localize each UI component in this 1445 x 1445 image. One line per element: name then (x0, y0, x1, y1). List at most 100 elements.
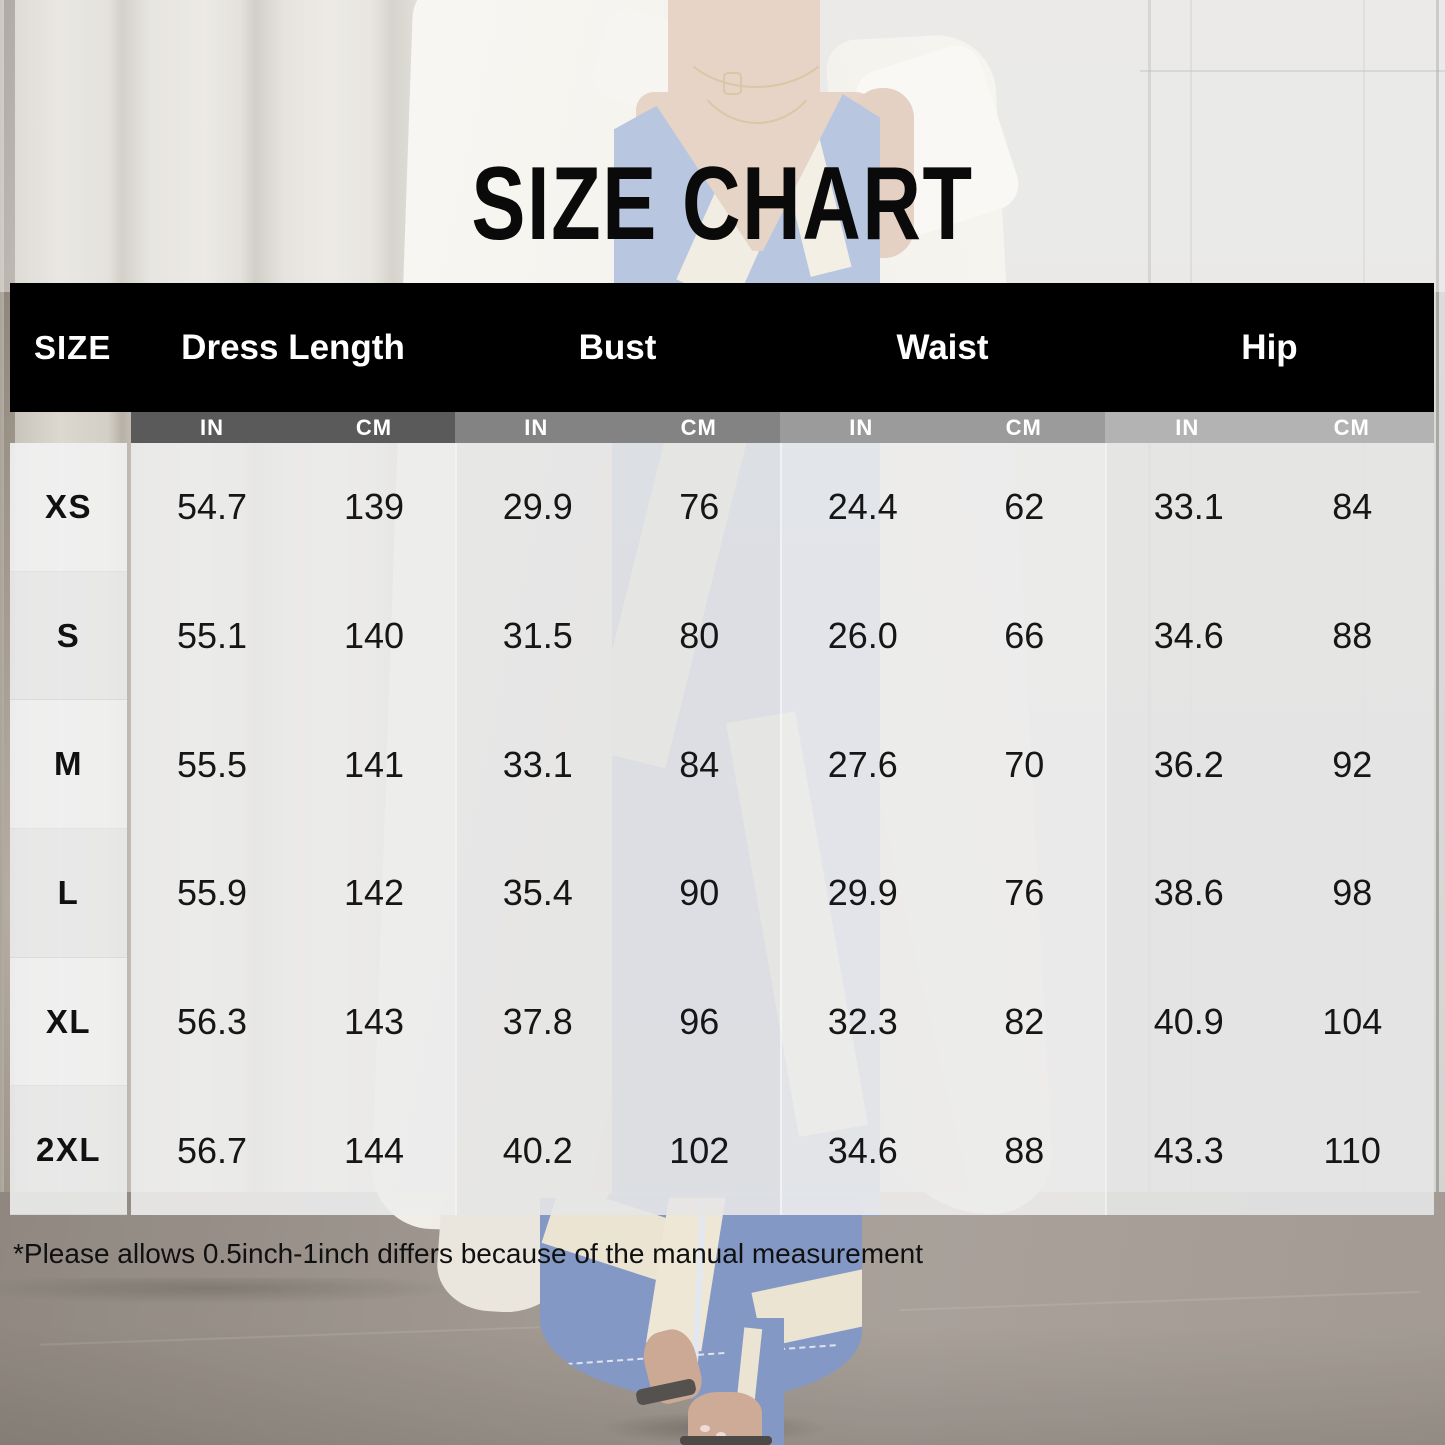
value-cell-in: 33.1 (1153, 486, 1224, 528)
value-cell-cm: 144 (343, 1129, 405, 1171)
curtain-fold-shadow (4, 0, 15, 1290)
unit-cm-label: CM (1333, 415, 1370, 440)
unit-cm-label: CM (355, 415, 393, 440)
bust-cells: 31.5 80 (455, 571, 780, 701)
value-cell-in: 55.5 (176, 743, 248, 785)
page-title: SIZE CHART (471, 146, 974, 262)
size-table: SIZE Dress Length Bust Waist Hip IN CM I… (10, 283, 1434, 1216)
dress-length-cells: 55.5 141 (131, 700, 455, 830)
value-cell-cm: 102 (669, 1129, 730, 1171)
value-cell-cm: 84 (1332, 486, 1373, 528)
value-cell-in: 26.0 (827, 615, 898, 656)
value-cell-cm: 90 (679, 872, 720, 914)
table-row: 2XL 56.7 144 40.2 102 34.6 88 43.3 110 (10, 1086, 1434, 1216)
value-cell-cm: 141 (343, 743, 405, 785)
hip-cells: 33.1 84 (1105, 443, 1434, 572)
table-body: XS 54.7 139 29.9 76 24.4 62 33.1 84 S 55… (10, 443, 1434, 1216)
value-cell-cm: 70 (1004, 743, 1045, 785)
table-header-bar: SIZE Dress Length Bust Waist Hip (10, 283, 1434, 412)
value-cell-in: 33.1 (502, 743, 573, 785)
value-cell-in: 54.7 (176, 486, 248, 528)
table-row: S 55.1 140 31.5 80 26.0 66 34.6 88 (10, 571, 1434, 701)
value-cell-in: 56.7 (176, 1129, 248, 1171)
value-cell-in: 29.9 (827, 872, 898, 914)
units-hip: IN CM (1105, 412, 1434, 443)
toenail (716, 1432, 726, 1439)
hip-cells: 43.3 110 (1105, 1086, 1434, 1216)
value-cell-in: 38.6 (1153, 872, 1224, 914)
unit-in-label: IN (200, 415, 224, 440)
table-row: L 55.9 142 35.4 90 29.9 76 38.6 98 (10, 829, 1434, 958)
wall-panel-line (1436, 0, 1439, 1200)
value-cell-cm: 143 (343, 1001, 405, 1043)
bust-cells: 33.1 84 (455, 700, 780, 830)
units-bust: IN CM (455, 412, 780, 443)
value-cell-in: 56.3 (176, 1001, 248, 1043)
necklace-chain (684, 0, 830, 124)
waist-cells: 32.3 82 (780, 957, 1105, 1087)
value-cell-in: 40.2 (502, 1129, 573, 1171)
value-cell-in: 36.2 (1153, 743, 1224, 785)
unit-in-label: IN (1175, 415, 1200, 440)
value-cell-cm: 88 (1332, 615, 1373, 656)
waist-cells: 27.6 70 (780, 700, 1105, 830)
unit-cm-label: CM (1005, 415, 1042, 440)
waist-cells: 26.0 66 (780, 571, 1105, 701)
value-cell-cm: 80 (679, 615, 720, 656)
size-cell: 2XL (10, 1086, 127, 1216)
dress-skirt-hem (540, 1198, 862, 1400)
value-cell-cm: 88 (1004, 1129, 1045, 1171)
value-cell-in: 32.3 (827, 1001, 898, 1043)
value-cell-cm: 142 (343, 872, 405, 914)
value-cell-cm: 110 (1323, 1129, 1381, 1171)
wall-molding-line (1140, 70, 1445, 72)
size-cell: M (10, 700, 127, 830)
hip-cells: 40.9 104 (1105, 957, 1434, 1087)
units-waist: IN CM (780, 412, 1105, 443)
waist-cells: 29.9 76 (780, 829, 1105, 958)
value-cell-cm: 62 (1004, 486, 1045, 528)
waist-cells: 34.6 88 (780, 1086, 1105, 1216)
value-cell-cm: 84 (679, 743, 720, 785)
bust-cells: 37.8 96 (455, 957, 780, 1087)
dress-length-cells: 55.9 142 (131, 829, 455, 958)
header-group-dress-length: Dress Length (181, 327, 405, 367)
dress-length-cells: 55.1 140 (131, 571, 455, 701)
header-group-bust: Bust (578, 327, 657, 367)
photo-white-wash (0, 0, 1445, 292)
value-cell-in: 43.3 (1153, 1129, 1224, 1171)
header-group-waist: Waist (896, 327, 989, 367)
units-bar: IN CM IN CM IN CM IN CM (10, 412, 1434, 443)
value-cell-in: 34.6 (827, 1129, 898, 1171)
curtain-hem-shadow (0, 1278, 470, 1304)
value-cell-cm: 96 (679, 1001, 720, 1043)
unit-cm-label: CM (680, 415, 717, 440)
dress-length-cells: 56.7 144 (131, 1086, 455, 1216)
hip-cells: 34.6 88 (1105, 571, 1434, 701)
size-cell: XS (10, 443, 127, 572)
value-cell-cm: 104 (1322, 1001, 1383, 1043)
units-spacer (10, 412, 131, 443)
value-cell-in: 55.1 (176, 615, 248, 656)
photo-white-wash (0, 1192, 1445, 1445)
value-cell-cm: 139 (343, 486, 405, 528)
table-row: XS 54.7 139 29.9 76 24.4 62 33.1 84 (10, 443, 1434, 572)
dress-length-cells: 56.3 143 (131, 957, 455, 1087)
value-cell-cm: 76 (679, 486, 720, 528)
value-cell-in: 40.9 (1153, 1001, 1224, 1043)
value-cell-cm: 92 (1332, 743, 1373, 785)
size-cell: XL (10, 957, 127, 1087)
value-cell-in: 34.6 (1153, 615, 1224, 656)
unit-in-label: IN (524, 415, 549, 440)
value-cell-cm: 98 (1332, 872, 1373, 914)
value-cell-in: 37.8 (502, 1001, 573, 1043)
units-dress-length: IN CM (131, 412, 455, 443)
measurement-disclaimer: *Please allows 0.5inch-1inch differs bec… (13, 1238, 923, 1269)
hip-cells: 36.2 92 (1105, 700, 1434, 830)
bust-cells: 40.2 102 (455, 1086, 780, 1216)
value-cell-in: 29.9 (502, 486, 573, 528)
value-cell-cm: 76 (1004, 872, 1045, 914)
header-size-label: SIZE (34, 328, 112, 366)
value-cell-cm: 140 (343, 615, 405, 656)
